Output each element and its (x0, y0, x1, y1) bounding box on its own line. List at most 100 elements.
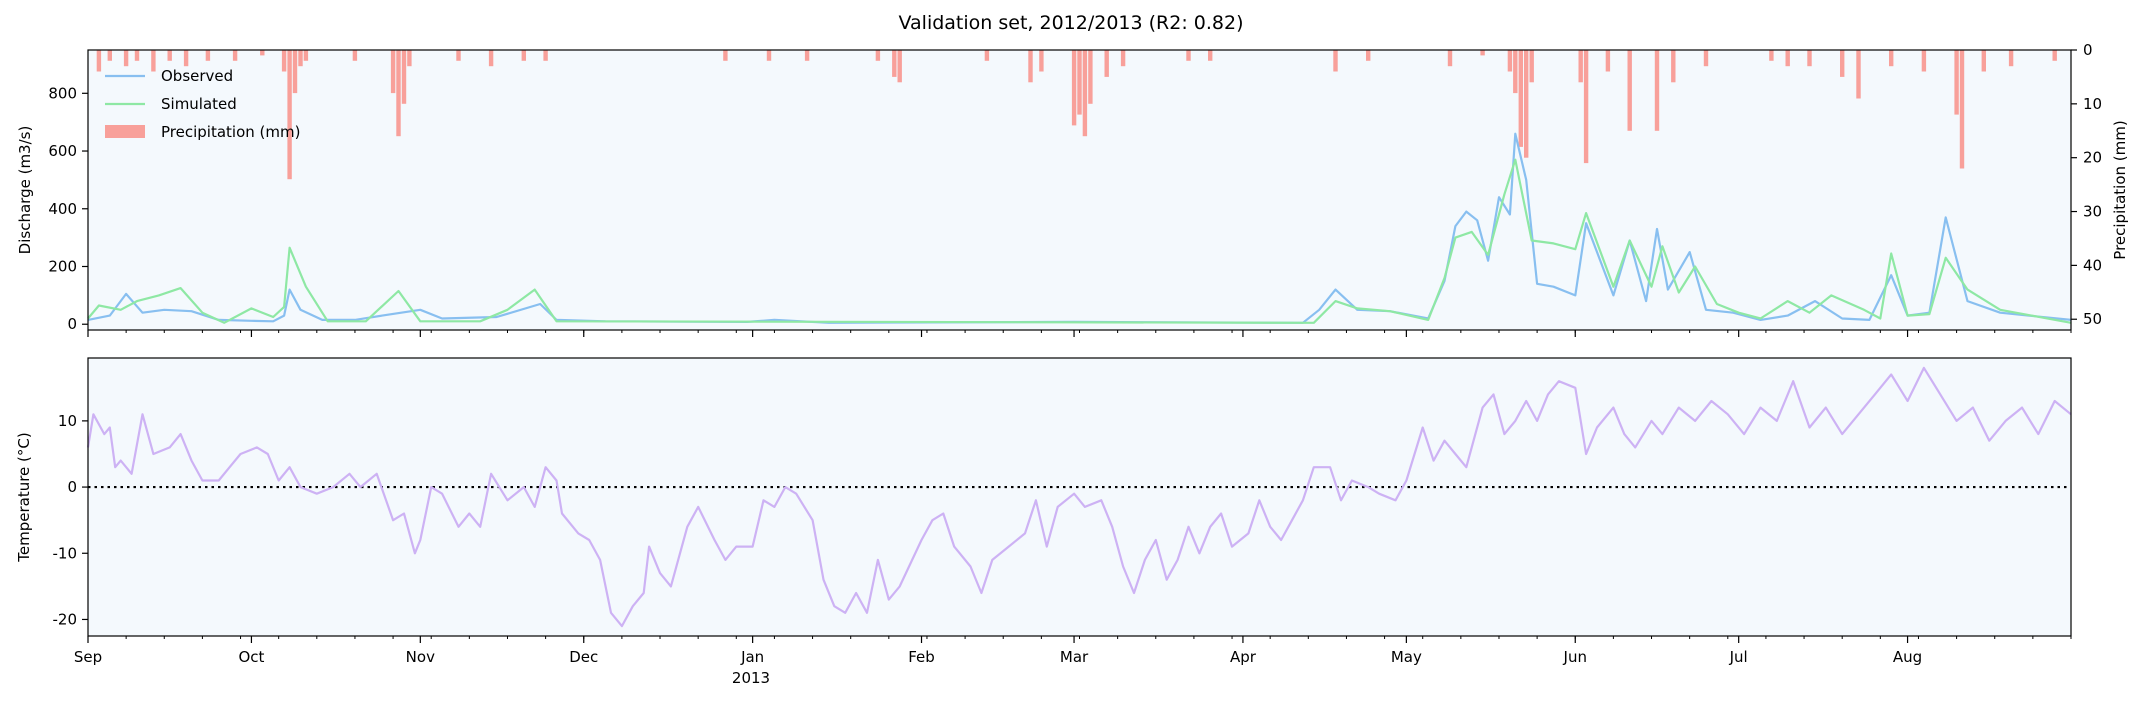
precipitation-bar (1627, 50, 1632, 131)
precipitation-bar (1529, 50, 1534, 83)
temperature-panel: -20 -10 0 10 Sep Oct Nov Dec Jan Feb Mar Apr May Jun… (15, 357, 2072, 687)
legend-precipitation-swatch (105, 125, 145, 138)
precipitation-bar (984, 50, 990, 61)
figure-title: Validation set, 2012/2013 (R2: 0.82) (899, 12, 1244, 34)
precipitation-bar (1366, 50, 1371, 61)
temperature-y-tick-label: 10 (58, 412, 77, 430)
precipitation-bar (1840, 50, 1845, 77)
precipitation-y-tick-label: 0 (2083, 41, 2093, 59)
precipitation-bar (1513, 50, 1518, 94)
month-tick-label: Feb (908, 648, 935, 666)
precipitation-bar (151, 50, 156, 72)
month-tick-label: Jan (740, 648, 764, 666)
precipitation-bar (298, 50, 303, 67)
precipitation-bar (134, 50, 140, 61)
discharge-panel: 0 200 400 600 800 0 10 20 30 40 50 Discharge (m3/… (16, 41, 2129, 337)
precipitation-bar (1954, 50, 1959, 115)
month-tick-label: Jun (1563, 648, 1587, 666)
legend-precipitation-label: Precipitation (mm) (161, 123, 300, 141)
precipitation-bar (1671, 50, 1676, 83)
precipitation-y-axis: 0 10 20 30 40 50 (2071, 41, 2102, 328)
legend-observed-label: Observed (161, 67, 233, 85)
temperature-series-line (86, 366, 2072, 628)
discharge-y-tick-label: 200 (48, 257, 77, 275)
precipitation-bar (281, 50, 287, 72)
year-sublabel: 2013 (732, 669, 770, 687)
precipitation-bar (723, 50, 728, 61)
precipitation-bar (1703, 50, 1709, 67)
discharge-y-tick-label: 0 (67, 315, 77, 333)
temperature-plot-area (88, 358, 2071, 636)
precipitation-bar (123, 50, 129, 67)
discharge-y-tick-label: 600 (48, 142, 77, 160)
month-tick-label: Mar (1060, 648, 1089, 666)
precipitation-bar (766, 50, 772, 61)
precipitation-y-tick-label: 30 (2083, 203, 2102, 221)
precipitation-bar (1077, 50, 1082, 115)
precipitation-y-tick-label: 10 (2083, 95, 2102, 113)
temperature-y-axis: -20 -10 0 10 (53, 412, 88, 628)
month-tick-label: Apr (1230, 648, 1257, 666)
precipitation-bar (303, 50, 309, 61)
temperature-y-tick-label: -10 (53, 544, 78, 562)
precipitation-bar (1889, 50, 1894, 67)
discharge-y-axis: 0 200 400 600 800 (48, 84, 88, 333)
precipitation-bar (205, 50, 211, 61)
precipitation-bar (1104, 50, 1109, 77)
precipitation-bar (1028, 50, 1033, 83)
precipitation-bar (1921, 50, 1927, 72)
precipitation-bar (1071, 50, 1077, 126)
precipitation-bar (292, 50, 298, 94)
precipitation-bar (1807, 50, 1812, 67)
discharge-x-ticks (87, 330, 2072, 337)
precipitation-bar (107, 50, 112, 61)
precipitation-bar (1981, 50, 1986, 72)
precipitation-bar (1480, 50, 1485, 56)
precipitation-bar (1605, 50, 1611, 72)
month-tick-label: Dec (569, 648, 598, 666)
precipitation-bar (1208, 50, 1213, 61)
precipitation-bar (390, 50, 396, 94)
temperature-axis-label: Temperature (°C) (15, 432, 33, 562)
precipitation-bar (1654, 50, 1660, 131)
precipitation-bar (1583, 50, 1589, 164)
precipitation-bar (96, 50, 102, 72)
precipitation-bar (543, 50, 548, 61)
precipitation-bar (232, 50, 238, 61)
precipitation-y-tick-label: 20 (2083, 149, 2102, 167)
precipitation-bar (183, 50, 189, 67)
month-tick-label: Jul (1729, 648, 1748, 666)
month-tick-label: Sep (74, 648, 102, 666)
month-x-axis: Sep Oct Nov Dec Jan Feb Mar Apr May Jun Jul Aug (74, 636, 2072, 666)
temperature-y-tick-label: -20 (53, 610, 78, 628)
temperature-line (86, 366, 2072, 628)
precipitation-bar (488, 50, 494, 67)
month-tick-label: May (1391, 648, 1422, 666)
precipitation-bars (96, 50, 2057, 180)
precipitation-bar (260, 50, 265, 56)
precipitation-bar (1120, 50, 1126, 67)
precipitation-bar (396, 50, 401, 137)
precipitation-bar (1769, 50, 1774, 61)
precipitation-bar (804, 50, 810, 61)
precipitation-bar (407, 50, 412, 67)
precipitation-bar (456, 50, 461, 61)
month-tick-label: Aug (1893, 648, 1922, 666)
precipitation-bar (401, 50, 407, 104)
precipitation-bar (287, 50, 292, 180)
precipitation-bar (1088, 50, 1093, 104)
simulated-line (87, 158, 2072, 324)
precipitation-bar (892, 50, 897, 77)
precipitation-bar (1039, 50, 1044, 72)
precipitation-bar (1447, 50, 1453, 67)
precipitation-y-tick-label: 50 (2083, 310, 2102, 328)
precipitation-bar (1333, 50, 1338, 72)
precipitation-bar (352, 50, 358, 61)
precipitation-bar (1524, 50, 1529, 158)
precipitation-bar (1578, 50, 1583, 83)
precipitation-bar (897, 50, 902, 83)
precipitation-bar (1785, 50, 1790, 67)
precipitation-bar (1082, 50, 1088, 137)
discharge-axis-label: Discharge (m3/s) (16, 126, 34, 255)
precipitation-bar (2008, 50, 2014, 67)
